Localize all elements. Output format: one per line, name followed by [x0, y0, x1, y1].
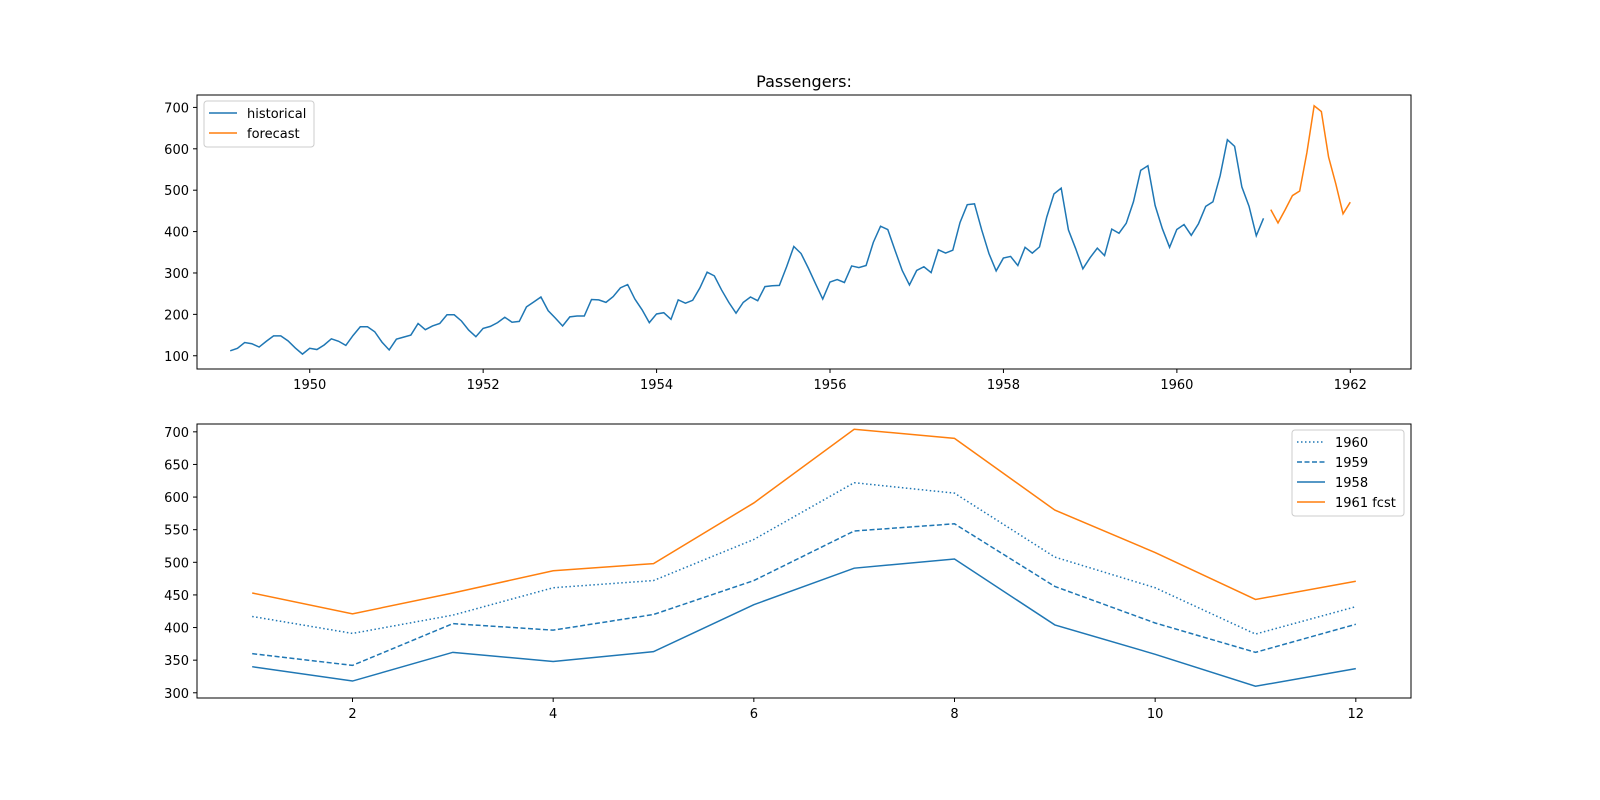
y-tick-label: 650: [164, 458, 189, 473]
legend-label: historical: [247, 107, 306, 122]
y-tick-label: 400: [164, 622, 189, 637]
x-tick-label: 6: [750, 707, 758, 722]
x-tick-label: 10: [1147, 707, 1164, 722]
legend-label: 1961 fcst: [1335, 496, 1396, 511]
bottom-chart-panel: 2 4 6 8 10 1230035040045050055060065070019601…: [164, 423, 1412, 722]
series-line-1961-fcst: [252, 428, 1356, 615]
x-tick-label: 2: [348, 707, 356, 722]
series-line-1959: [252, 523, 1357, 667]
legend: 1960 1959 1958 1961 fcst: [1291, 429, 1405, 517]
x-tick-label: 1950: [293, 378, 326, 393]
y-tick-label: 500: [164, 556, 189, 571]
legend-label: 1960: [1335, 436, 1368, 451]
y-tick-label: 200: [164, 308, 189, 323]
y-tick-label: 100: [164, 350, 189, 365]
x-tick-label: 8: [950, 707, 958, 722]
x-tick-label: 1956: [813, 378, 846, 393]
chart-title: Passengers:: [756, 72, 852, 91]
x-tick-label: 12: [1348, 707, 1365, 722]
legend-label: forecast: [247, 127, 300, 142]
legend: historical forecast: [203, 100, 315, 148]
x-tick-label: 1958: [987, 378, 1020, 393]
series-line-forecast: [1270, 104, 1351, 225]
axes-frame: [196, 423, 1412, 699]
y-tick-label: 350: [164, 654, 189, 669]
y-tick-label: 300: [164, 267, 189, 282]
y-tick-label: 450: [164, 589, 189, 604]
y-tick-label: 400: [164, 226, 189, 241]
legend-box: [1291, 429, 1405, 517]
y-tick-label: 700: [164, 101, 189, 116]
top-chart-panel: 1950 1952 1954 1956 1958 1960 1962 100 200 300 400…: [164, 94, 1412, 393]
x-tick-label: 1952: [467, 378, 500, 393]
y-tick-label: 600: [164, 143, 189, 158]
y-tick-label: 700: [164, 426, 189, 441]
x-tick-label: 1962: [1334, 378, 1367, 393]
y-tick-label: 600: [164, 491, 189, 506]
legend-label: 1959: [1335, 456, 1368, 471]
x-tick-label: 1960: [1160, 378, 1193, 393]
series-line-1958: [252, 558, 1356, 688]
series-line-historical: [229, 138, 1265, 356]
x-tick-label: 4: [549, 707, 557, 722]
legend-label: 1958: [1335, 476, 1368, 491]
y-tick-label: 500: [164, 184, 189, 199]
y-tick-label: 550: [164, 524, 189, 539]
y-tick-label: 300: [164, 687, 189, 702]
x-tick-label: 1954: [640, 378, 673, 393]
